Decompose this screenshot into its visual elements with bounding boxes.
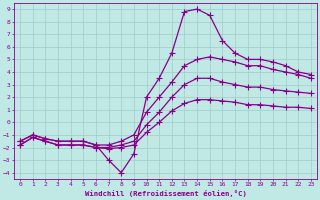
X-axis label: Windchill (Refroidissement éolien,°C): Windchill (Refroidissement éolien,°C) — [84, 190, 246, 197]
